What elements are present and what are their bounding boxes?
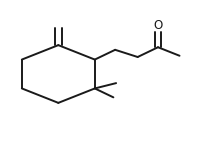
- Text: O: O: [153, 19, 163, 32]
